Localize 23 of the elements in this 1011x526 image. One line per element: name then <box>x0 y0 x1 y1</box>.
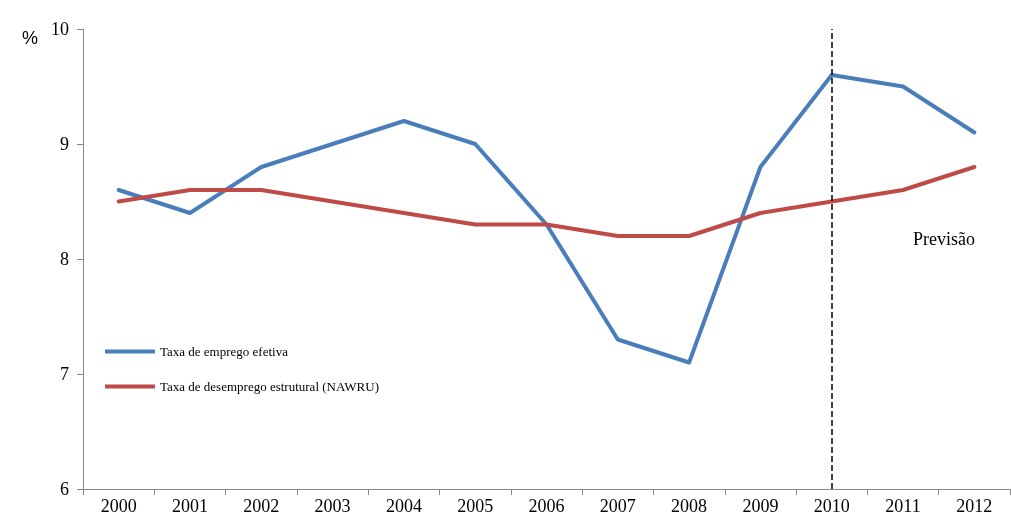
x-tick-label: 2005 <box>457 496 494 516</box>
x-tick-label: 2011 <box>885 496 921 516</box>
x-tick-label: 2003 <box>314 496 351 516</box>
x-tick-label: 2012 <box>956 496 993 516</box>
y-tick-label: 6 <box>60 479 69 499</box>
x-tick-label: 2001 <box>171 496 208 516</box>
x-tick-label: 2007 <box>599 496 636 516</box>
y-tick-label: 9 <box>60 134 69 154</box>
legend-label: Taxa de desemprego estrutural (NAWRU) <box>160 379 379 394</box>
x-tick-label: 2000 <box>100 496 137 516</box>
x-tick-label: 2002 <box>243 496 280 516</box>
x-tick-label: 2009 <box>742 496 779 516</box>
y-tick-label: 7 <box>60 364 69 384</box>
line-series <box>116 73 977 365</box>
x-tick-label: 2010 <box>813 496 850 516</box>
x-tick-label: 2008 <box>671 496 708 516</box>
annotation: Previsão <box>913 229 976 249</box>
y-axis-title: % <box>21 28 38 48</box>
x-tick-label: 2006 <box>528 496 565 516</box>
x-tick-label: 2004 <box>385 496 422 516</box>
legend-label: Taxa de emprego efetiva <box>160 344 289 359</box>
y-tick-label: 8 <box>60 249 69 269</box>
y-tick-label: 10 <box>51 19 69 39</box>
